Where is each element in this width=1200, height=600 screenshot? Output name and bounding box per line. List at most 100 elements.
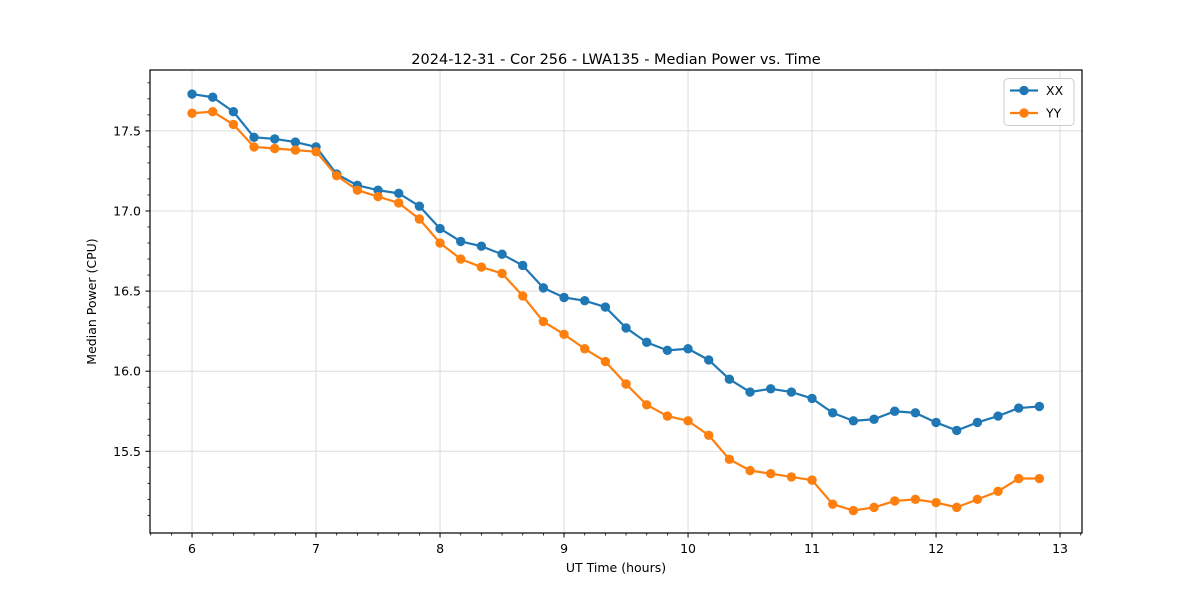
data-point-XX: [724, 374, 735, 384]
data-point-YY: [497, 268, 507, 279]
data-point-XX: [890, 406, 900, 416]
axes-ticks: 6 7 8 9 10 11 12 13 15.5 16.0 16.5 17.0 17.5: [113, 82, 1082, 556]
data-point-YY: [869, 502, 879, 513]
y-tick-label: 16.5: [113, 284, 141, 299]
y-tick-label: 17.0: [113, 203, 141, 218]
data-point-XX: [952, 425, 962, 436]
y-axis-label: Median Power (CPU): [84, 238, 99, 364]
data-point-XX: [704, 355, 714, 365]
data-point-YY: [394, 198, 404, 208]
x-tick-label: 13: [1052, 541, 1068, 556]
series-YY: [187, 106, 1045, 516]
data-point-YY: [600, 356, 611, 367]
data-point-YY: [890, 496, 900, 506]
data-point-XX: [766, 384, 776, 394]
data-point-YY: [187, 108, 197, 118]
data-point-XX: [662, 345, 673, 356]
data-point-XX: [290, 137, 301, 147]
data-point-YY: [931, 497, 941, 508]
data-point-YY: [724, 454, 735, 465]
x-tick-label: 10: [680, 541, 696, 556]
data-point-YY: [456, 254, 466, 264]
data-point-XX: [1034, 401, 1045, 412]
legend-label: YY: [1045, 106, 1062, 121]
data-point-YY: [807, 475, 817, 485]
data-point-XX: [497, 249, 507, 259]
data-point-XX: [187, 89, 197, 99]
data-point-XX: [435, 223, 445, 234]
data-point-XX: [910, 408, 921, 418]
x-tick-label: 12: [928, 541, 944, 556]
y-tick-label: 15.5: [113, 444, 141, 459]
data-point-YY: [538, 316, 549, 327]
data-point-YY: [580, 344, 590, 354]
data-point-YY: [621, 379, 631, 389]
data-point-YY: [373, 191, 383, 202]
data-point-XX: [786, 387, 797, 397]
data-point-YY: [683, 416, 693, 426]
data-point-XX: [642, 337, 652, 348]
legend-entry-YY: YY: [1010, 106, 1062, 121]
y-tick-label: 17.5: [113, 123, 141, 138]
data-point-YY: [518, 291, 528, 301]
data-point-XX: [972, 417, 983, 428]
data-point-YY: [745, 465, 755, 476]
data-point-YY: [1014, 473, 1024, 484]
legend-marker: [1019, 85, 1029, 96]
data-point-YY: [290, 145, 301, 155]
data-point-YY: [435, 238, 445, 248]
data-point-XX: [745, 387, 755, 397]
data-point-YY: [828, 499, 838, 509]
data-point-XX: [208, 92, 218, 102]
data-point-XX: [456, 236, 466, 247]
data-point-XX: [931, 417, 941, 428]
legend-marker: [1019, 108, 1029, 118]
data-point-XX: [993, 411, 1003, 421]
x-axis-label: UT Time (hours): [566, 560, 666, 575]
data-point-XX: [807, 393, 817, 404]
data-point-YY: [332, 171, 342, 181]
data-point-YY: [249, 142, 259, 152]
data-point-YY: [270, 143, 280, 154]
data-point-XX: [270, 134, 280, 144]
data-point-XX: [476, 241, 487, 251]
data-point-YY: [910, 494, 921, 505]
data-point-YY: [766, 469, 776, 479]
data-point-YY: [1034, 473, 1045, 484]
legend-label: XX: [1046, 83, 1064, 98]
data-point-XX: [249, 132, 259, 142]
data-point-XX: [414, 201, 425, 211]
data-point-XX: [228, 106, 239, 117]
data-point-XX: [559, 292, 569, 303]
legend-box: [1003, 78, 1075, 126]
grid: [150, 70, 1082, 533]
data-point-XX: [683, 344, 693, 354]
data-point-YY: [559, 329, 569, 340]
y-tick-label: 16.0: [113, 364, 141, 379]
x-tick-label: 8: [436, 541, 444, 556]
data-point-XX: [621, 323, 631, 333]
data-point-XX: [518, 260, 528, 271]
data-point-YY: [228, 119, 239, 130]
data-point-YY: [952, 502, 962, 513]
data-point-YY: [476, 262, 487, 272]
data-point-XX: [600, 302, 611, 312]
legend-entry-XX: XX: [1010, 83, 1064, 98]
data-point-XX: [828, 408, 838, 418]
data-point-YY: [972, 494, 983, 505]
x-tick-label: 11: [804, 541, 820, 556]
data-point-YY: [414, 214, 425, 224]
data-point-XX: [1014, 403, 1024, 413]
x-tick-label: 9: [560, 541, 568, 556]
x-tick-label: 6: [188, 541, 196, 556]
data-point-XX: [869, 414, 879, 424]
data-point-YY: [704, 430, 714, 440]
series-XX: [187, 89, 1045, 436]
data-point-YY: [993, 486, 1003, 497]
data-point-XX: [538, 283, 549, 293]
data-point-YY: [786, 472, 797, 482]
legend: XX YY: [1003, 78, 1075, 126]
